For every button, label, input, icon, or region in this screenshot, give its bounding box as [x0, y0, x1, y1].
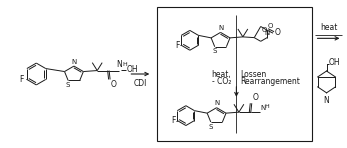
Text: O: O	[275, 28, 281, 37]
Text: heat: heat	[320, 23, 337, 32]
Text: O: O	[111, 80, 117, 89]
Text: N: N	[71, 59, 77, 65]
Text: S: S	[209, 123, 213, 130]
Text: N: N	[214, 100, 219, 106]
Text: O: O	[253, 93, 259, 102]
Text: H: H	[122, 62, 127, 67]
Text: O: O	[262, 28, 267, 33]
Text: O: O	[268, 23, 273, 29]
Text: heat,: heat,	[212, 70, 231, 79]
Text: CDI: CDI	[134, 79, 147, 88]
Text: N: N	[116, 60, 122, 69]
Text: N: N	[324, 96, 329, 105]
Text: H: H	[265, 104, 269, 109]
Bar	[157, 7, 312, 141]
Text: F: F	[175, 41, 179, 50]
Text: N: N	[261, 105, 266, 111]
Text: N: N	[264, 30, 270, 36]
Text: S: S	[66, 82, 70, 88]
Text: N: N	[218, 25, 223, 31]
Text: OH: OH	[329, 58, 340, 67]
Text: F: F	[171, 116, 175, 125]
Text: OH: OH	[127, 65, 138, 74]
Text: - CO₂: - CO₂	[212, 77, 231, 86]
Text: F: F	[19, 75, 24, 84]
Text: S: S	[213, 48, 217, 54]
Text: Lossen: Lossen	[240, 70, 266, 79]
Text: Rearrangement: Rearrangement	[240, 77, 300, 86]
